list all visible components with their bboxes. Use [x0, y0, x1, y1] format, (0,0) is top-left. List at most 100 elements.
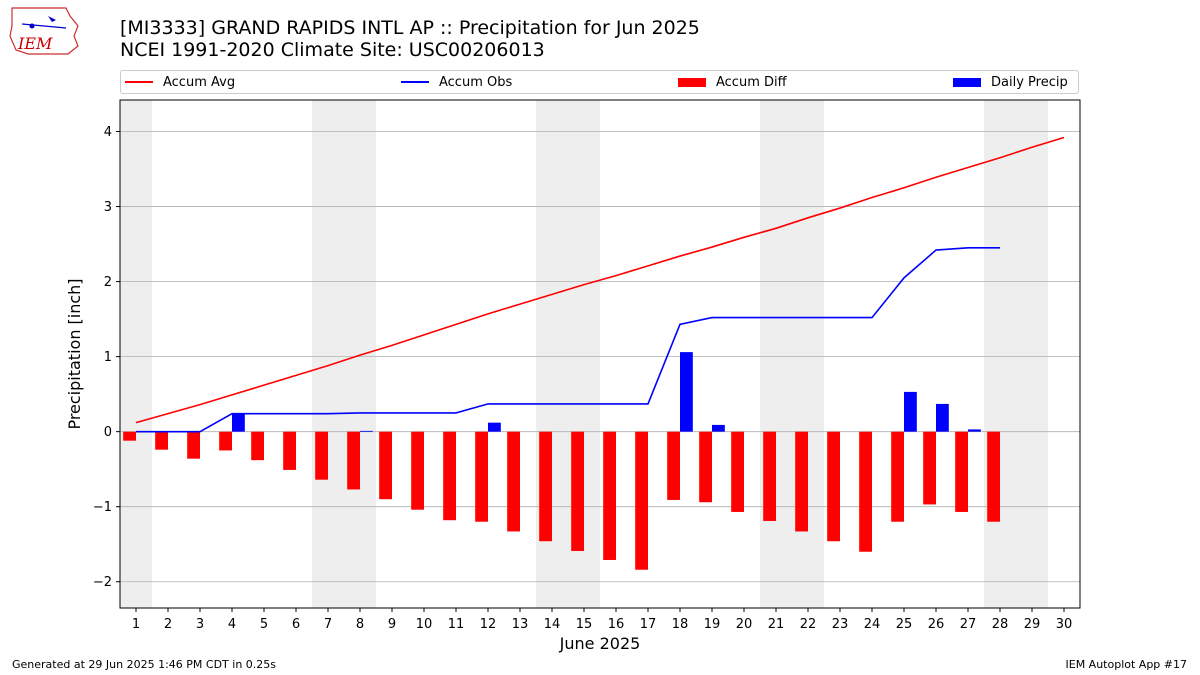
accum-diff-bar	[891, 431, 904, 522]
weekend-band	[120, 100, 152, 608]
x-tick-label: 23	[832, 617, 849, 632]
x-tick-label: 15	[576, 617, 593, 632]
legend-swatch	[125, 81, 153, 83]
legend-label: Accum Obs	[439, 74, 513, 90]
daily-precip-bar	[680, 352, 693, 432]
x-tick-label: 10	[416, 617, 433, 632]
accum-avg-line	[135, 136, 1065, 424]
y-tick-label: 3	[104, 200, 112, 215]
accum-diff-bar	[123, 431, 136, 441]
accum-diff-bar	[507, 431, 520, 532]
weekend-band	[984, 100, 1048, 608]
x-tick-label: 19	[704, 617, 721, 632]
legend-swatch	[401, 81, 429, 83]
accum-diff-bar	[987, 431, 1000, 522]
x-tick-label: 13	[512, 617, 529, 632]
plot-frame	[119, 99, 1081, 609]
accum-diff-bar	[155, 431, 168, 450]
accum-diff-bar	[827, 431, 840, 542]
accum-diff-bar	[955, 431, 968, 512]
accum-diff-bar	[187, 431, 200, 459]
accum-diff-bar	[315, 431, 328, 480]
legend-label: Daily Precip	[991, 74, 1068, 90]
legend-label: Accum Avg	[163, 74, 236, 90]
x-tick-label: 14	[544, 617, 561, 632]
daily-precip-bar	[968, 429, 981, 432]
accum-diff-bar	[411, 431, 424, 510]
x-tick-label: 24	[864, 617, 881, 632]
legend-label: Accum Diff	[716, 74, 787, 90]
legend-item-accum-diff: Accum Diff	[678, 71, 787, 93]
x-tick-label: 20	[736, 617, 753, 632]
daily-precip-bar	[360, 430, 373, 432]
daily-precip-bar	[232, 413, 245, 432]
y-tick-label: 2	[104, 275, 112, 290]
x-tick-label: 28	[992, 617, 1009, 632]
legend-item-accum-obs: Accum Obs	[401, 71, 512, 93]
accum-diff-bar	[379, 431, 392, 500]
accum-obs-line	[136, 247, 1000, 433]
x-tick-label: 1	[132, 617, 140, 632]
weekend-band	[760, 100, 824, 608]
accum-diff-bar	[283, 431, 296, 470]
chart-subtitle: NCEI 1991-2020 Climate Site: USC00206013	[120, 39, 545, 61]
accum-diff-bar	[251, 431, 264, 461]
x-tick-label: 12	[480, 617, 497, 632]
accum-diff-bar	[635, 431, 648, 570]
y-tick-label: −2	[93, 575, 112, 590]
chart-title: [MI3333] GRAND RAPIDS INTL AP :: Precipi…	[120, 17, 700, 39]
accum-diff-bar	[699, 431, 712, 503]
y-tick-label: 0	[104, 425, 112, 440]
x-tick-label: 17	[640, 617, 657, 632]
daily-precip-bar	[488, 422, 501, 432]
x-tick-label: 30	[1056, 617, 1073, 632]
accum-diff-bar	[923, 431, 936, 505]
y-axis-label: Precipitation [inch]	[65, 278, 84, 429]
accum-diff-bar	[795, 431, 808, 532]
daily-precip-bar	[712, 424, 725, 432]
legend-swatch	[953, 77, 981, 87]
accum-diff-bar	[571, 431, 584, 551]
accum-diff-bar	[731, 431, 744, 512]
x-tick-label: 16	[608, 617, 625, 632]
title-block: [MI3333] GRAND RAPIDS INTL AP :: Precipi…	[120, 17, 700, 61]
x-tick-label: 18	[672, 617, 689, 632]
accum-diff-bar	[667, 431, 680, 500]
x-tick-label: 21	[768, 617, 785, 632]
y-tick-label: −1	[93, 500, 112, 515]
accum-diff-bar	[859, 431, 872, 552]
x-tick-label: 3	[196, 617, 204, 632]
accum-diff-bar	[763, 431, 776, 521]
legend-item-accum-avg: Accum Avg	[125, 71, 235, 93]
legend: Accum Avg Accum Obs Accum Diff Daily Pre…	[120, 70, 1079, 94]
x-tick-label: 29	[1024, 617, 1041, 632]
x-tick-label: 4	[228, 617, 236, 632]
legend-swatch	[678, 77, 706, 87]
x-tick-label: 27	[960, 617, 977, 632]
daily-precip-bar	[904, 391, 917, 432]
x-tick-label: 26	[928, 617, 945, 632]
y-tick-label: 4	[104, 125, 112, 140]
logo-text: IEM	[17, 34, 53, 53]
accum-diff-bar	[443, 431, 456, 521]
x-tick-label: 5	[260, 617, 268, 632]
x-tick-label: 11	[448, 617, 465, 632]
x-tick-label: 7	[324, 617, 332, 632]
y-tick-label: 1	[104, 350, 112, 365]
x-axis-label: June 2025	[559, 634, 641, 653]
accum-diff-bar	[347, 431, 360, 490]
x-tick-label: 6	[292, 617, 300, 632]
x-tick-label: 8	[356, 617, 364, 632]
footer-app: IEM Autoplot App #17	[1065, 658, 1188, 671]
x-tick-label: 2	[164, 617, 172, 632]
accum-diff-bar	[475, 431, 488, 522]
daily-precip-bar	[936, 403, 949, 432]
accum-diff-bar	[539, 431, 552, 542]
accum-diff-bar	[603, 431, 616, 560]
legend-item-daily-precip: Daily Precip	[953, 71, 1068, 93]
x-tick-label: 25	[896, 617, 913, 632]
x-tick-label: 22	[800, 617, 817, 632]
accum-diff-bar	[219, 431, 232, 451]
footer-generated: Generated at 29 Jun 2025 1:46 PM CDT in …	[12, 658, 277, 671]
